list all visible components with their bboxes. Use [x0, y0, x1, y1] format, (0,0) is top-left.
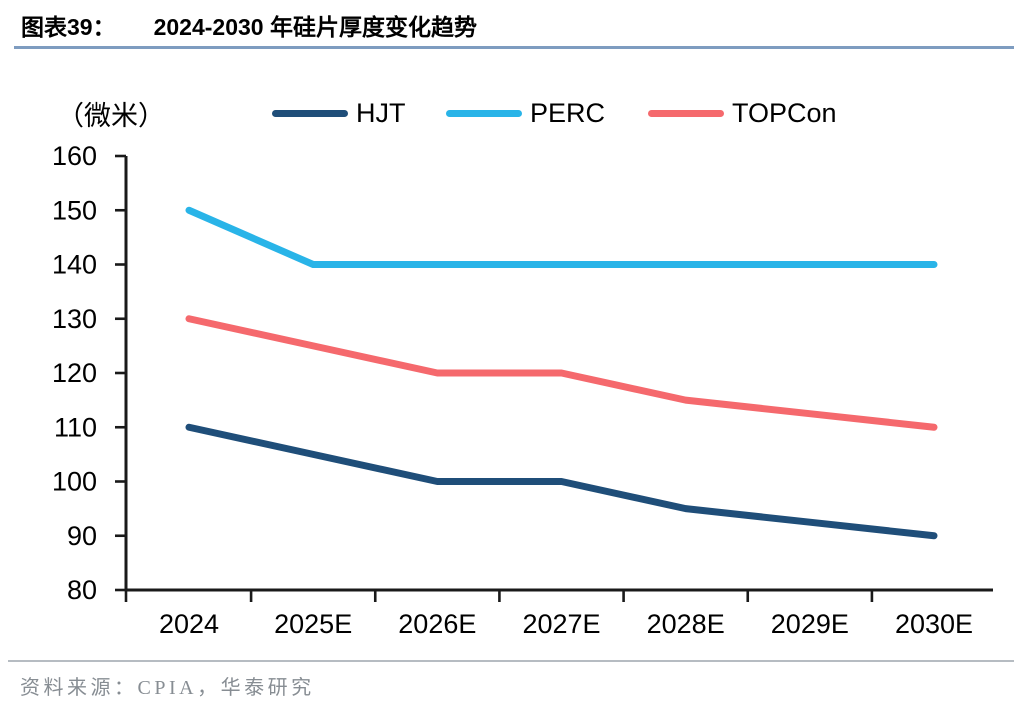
- legend-swatch-perc: [446, 109, 522, 117]
- figure-header: 图表39： 2024-2030 年硅片厚度变化趋势: [21, 8, 477, 42]
- legend-swatch-topcon: [648, 109, 724, 117]
- y-axis-tick-label: 150: [52, 195, 97, 225]
- figure-label: 图表39：: [21, 14, 116, 40]
- x-axis-tick-label: 2029E: [771, 609, 849, 639]
- series-line-hjt: [185, 423, 938, 540]
- x-axis-tick-label: 2024: [159, 609, 219, 639]
- footer-divider: [8, 660, 1014, 662]
- x-axis-tick-label: 2027E: [522, 609, 600, 639]
- series-line-topcon: [185, 315, 938, 431]
- y-axis-tick-label: 120: [52, 358, 97, 388]
- y-axis-tick-label: 160: [52, 141, 97, 171]
- legend-swatch-hjt: [272, 109, 348, 117]
- legend-item-perc: PERC: [446, 98, 605, 128]
- y-axis-tick-label: 100: [52, 467, 97, 497]
- x-axis-tick-label: 2025E: [274, 609, 352, 639]
- legend-label-perc: PERC: [530, 98, 606, 128]
- legend-label-topcon: TOPCon: [732, 98, 837, 128]
- source-note: 资料来源：CPIA，华泰研究: [20, 677, 315, 699]
- figure-title: 2024-2030 年硅片厚度变化趋势: [153, 14, 477, 40]
- legend-label-hjt: HJT: [356, 98, 406, 128]
- series-line-perc: [185, 206, 938, 268]
- title-underline: [14, 46, 1014, 49]
- y-axis-unit-label: （微米）: [57, 101, 165, 131]
- y-axis-tick-label: 130: [52, 304, 97, 334]
- legend-item-hjt: HJT: [272, 98, 406, 128]
- legend-item-topcon: TOPCon: [648, 98, 837, 128]
- x-axis-tick-label: 2030E: [895, 609, 973, 639]
- y-axis-tick-label: 80: [67, 575, 97, 605]
- y-axis-tick-label: 110: [54, 412, 97, 442]
- x-axis-tick-label: 2028E: [647, 609, 725, 639]
- y-axis-tick-label: 140: [52, 250, 97, 280]
- x-axis-tick-label: 2026E: [398, 609, 476, 639]
- y-axis-tick-label: 90: [67, 521, 97, 551]
